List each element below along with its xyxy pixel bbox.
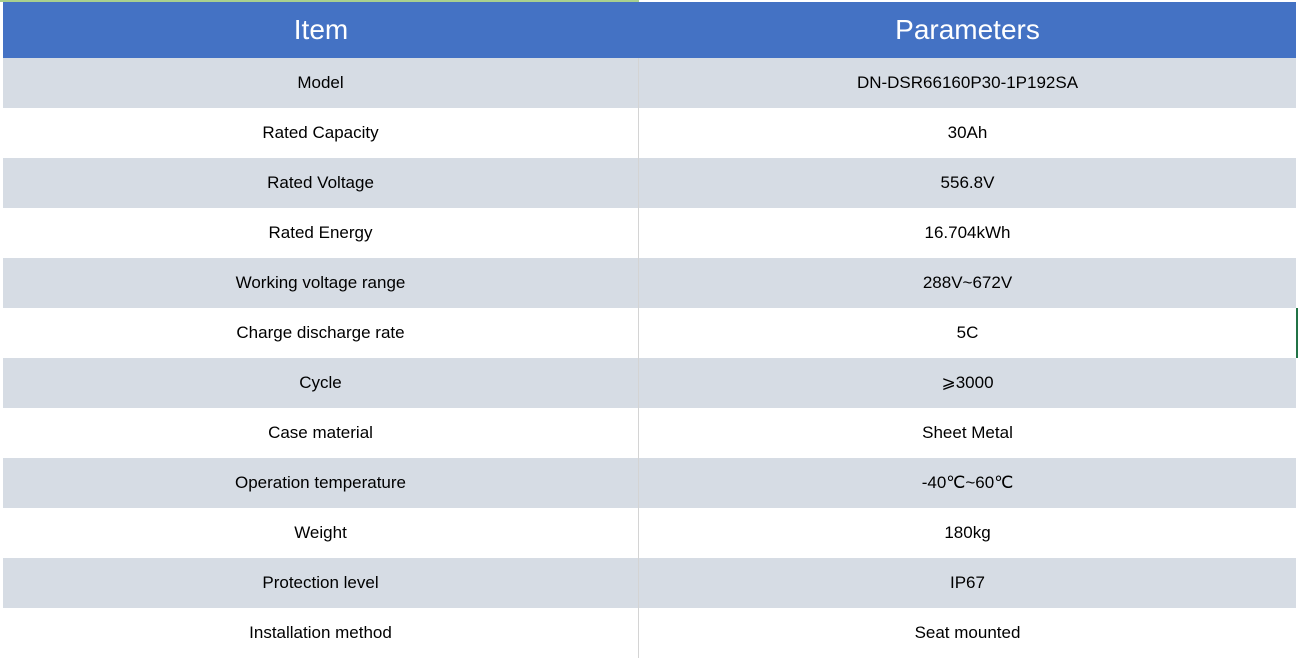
parameter-cell: 180kg — [944, 523, 991, 542]
parameter-cell: Sheet Metal — [922, 423, 1013, 442]
item-cell: Installation method — [3, 608, 639, 658]
table-row: Model DN-DSR66160P30-1P192SA — [3, 58, 1296, 108]
parameter-cell: 16.704kWh — [924, 223, 1011, 242]
header-cell: Parameters — [895, 14, 1040, 45]
parameter-cell: -40℃~60℃ — [921, 473, 1014, 492]
header-row: Item Parameters — [3, 2, 1296, 58]
item-cell: Working voltage range — [3, 258, 639, 308]
parameter-cell: DN-DSR66160P30-1P192SA — [856, 73, 1079, 92]
parameter-cell: 5C — [956, 323, 979, 342]
item-cell: Case material — [3, 408, 639, 458]
table-row: Operation temperature -40℃~60℃ — [3, 458, 1296, 508]
table-row: Protection level IP67 — [3, 558, 1296, 608]
spec-table: Item Parameters Model DN-DSR66160P30-1P19… — [3, 2, 1296, 658]
item-cell: Model — [3, 58, 639, 108]
item-cell: Rated Voltage — [3, 158, 639, 208]
item-cell: Operation temperature — [3, 458, 639, 508]
parameter-cell: 30Ah — [947, 123, 988, 142]
table-row: Rated Voltage 556.8V — [3, 158, 1296, 208]
parameter-cell: 288V~672V — [922, 273, 1013, 292]
sheet-edge — [0, 0, 639, 2]
parameter-cell: Seat mounted — [914, 623, 1021, 642]
item-cell: Protection level — [3, 558, 639, 608]
item-cell: Rated Capacity — [3, 108, 639, 158]
table-row: Rated Energy 16.704kWh — [3, 208, 1296, 258]
table-row: Cycle ⩾3000 — [3, 358, 1296, 408]
item-cell: Weight — [3, 508, 639, 558]
selection-border — [1296, 308, 1298, 358]
table-row: Rated Capacity 30Ah — [3, 108, 1296, 158]
item-cell: Rated Energy — [3, 208, 639, 258]
table-row: Working voltage range 288V~672V — [3, 258, 1296, 308]
item-cell: Charge discharge rate — [3, 308, 639, 358]
item-cell: Cycle — [3, 358, 639, 408]
table-row: Installation method Seat mounted — [3, 608, 1296, 658]
table-row: Weight 180kg — [3, 508, 1296, 558]
header-cell: Item — [293, 14, 349, 45]
table-row: Charge discharge rate 5C — [3, 308, 1296, 358]
table-row: Case material Sheet Metal — [3, 408, 1296, 458]
parameter-cell: ⩾3000 — [941, 373, 994, 392]
parameter-cell: IP67 — [950, 573, 985, 592]
parameter-cell: 556.8V — [940, 173, 995, 192]
